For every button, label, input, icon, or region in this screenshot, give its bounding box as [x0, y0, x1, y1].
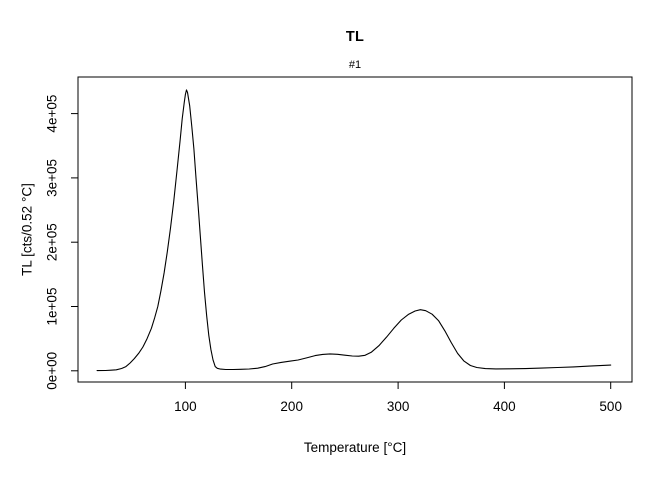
y-axis-label: TL [cts/0.52 °C] [20, 183, 35, 276]
curve-line [96, 89, 612, 372]
y-tick-label: 1e+05 [45, 288, 60, 326]
x-tick-label: 300 [387, 399, 410, 414]
y-tick-label: 3e+05 [45, 159, 60, 197]
y-tick-label: 0e+00 [45, 352, 60, 390]
x-tick-label: 500 [599, 399, 622, 414]
plot-box [77, 76, 633, 383]
plot-title: TL [345, 29, 365, 45]
x-axis-label: Temperature [°C] [303, 440, 407, 455]
y-tick-label: 4e+05 [45, 95, 60, 133]
x-tick-label: 200 [280, 399, 303, 414]
plot-subtitle: #1 [348, 59, 362, 71]
x-tick-label: 100 [174, 399, 197, 414]
y-tick-label: 2e+05 [45, 223, 60, 261]
x-tick-label: 400 [493, 399, 516, 414]
